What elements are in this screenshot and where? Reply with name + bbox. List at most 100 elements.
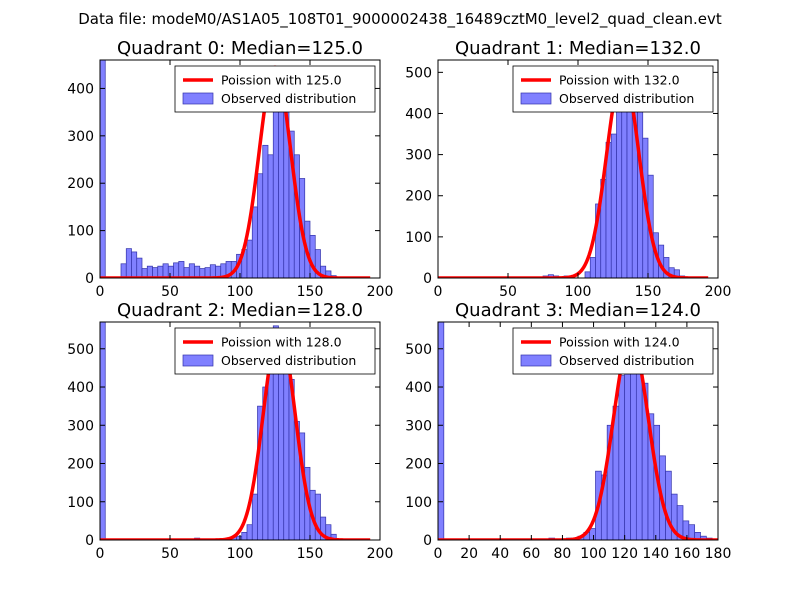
x-tick-label: 0 [434,546,443,562]
legend-fit-label: Poission with 124.0 [559,335,680,350]
histogram-bar [283,348,290,540]
histogram-bar [157,265,164,278]
legend: Poission with 132.0 Observed distribution [512,65,714,113]
legend-bar-swatch [520,92,552,105]
y-tick-label: 100 [67,224,94,240]
histogram-bar [146,265,153,278]
legend: Poission with 124.0 Observed distribution [512,327,714,375]
y-tick-label: 0 [423,533,432,549]
x-tick-label: 200 [705,284,732,300]
y-tick-label: 0 [423,271,432,287]
histogram-bar [209,264,216,278]
y-tick-label: 100 [67,495,94,511]
y-tick-label: 200 [67,457,94,473]
y-tick-label: 200 [67,176,94,192]
y-tick-label: 400 [405,106,432,122]
histogram-bar [325,524,332,540]
legend: Poission with 128.0 Observed distribution [174,327,376,375]
x-tick-label: 0 [434,284,443,300]
panel-title: Quadrant 2: Median=128.0 [117,300,363,321]
histogram-bar [100,322,106,540]
panel-quadrant-1: Quadrant 1: Median=132.0 0 50 100 150 200 0 100… [405,38,731,300]
bars [100,322,371,540]
histogram-bar [616,92,623,278]
legend-bar-label: Observed distribution [221,91,356,106]
histogram-bar [236,535,243,540]
histogram-bar [167,265,174,278]
x-tick-label: 50 [161,284,179,300]
legend-bar-label: Observed distribution [221,353,356,368]
y-tick-label: 500 [67,342,94,358]
x-tick-label: 100 [227,546,254,562]
panel-title: Quadrant 3: Median=124.0 [455,300,701,321]
bars [438,322,718,540]
legend-bar-swatch [182,354,214,367]
poisson-fit-line [100,65,371,278]
x-tick-label: 40 [491,546,509,562]
y-tick-label: 200 [405,457,432,473]
y-tick-label: 500 [405,65,432,81]
y-tick-label: 300 [405,418,432,434]
legend-fit-label: Poission with 132.0 [559,73,680,88]
histogram-bar [438,322,445,540]
x-tick-label: 50 [499,284,517,300]
histogram-bar [162,263,169,278]
x-tick-label: 150 [635,284,662,300]
histogram-bar [136,257,143,278]
histogram-bar [673,269,680,278]
histogram-bar [251,493,258,540]
y-tick-label: 300 [405,148,432,164]
y-tick-label: 100 [405,230,432,246]
histogram-bar [246,239,253,278]
x-tick-label: 0 [96,546,105,562]
legend-fit-label: Poission with 125.0 [221,73,342,88]
y-tick-label: 100 [405,495,432,511]
x-tick-label: 100 [227,284,254,300]
histogram-bar [584,271,591,278]
x-tick-label: 120 [611,546,638,562]
histogram-bar [246,524,253,540]
legend-bar-swatch [182,92,214,105]
y-tick-label: 300 [67,418,94,434]
y-tick-label: 400 [405,380,432,396]
panel-quadrant-0: Quadrant 0: Median=125.0 0 50 100 150 200 0 100… [67,38,393,300]
x-tick-label: 180 [705,546,732,562]
x-tick-label: 150 [297,284,324,300]
panel-quadrant-3: Quadrant 3: Median=124.00 20 40 60 80 100 120 1… [405,300,731,562]
histogram-bar [262,144,269,278]
histogram-bar [251,206,258,278]
histogram-bar [125,248,132,278]
histogram-bar [241,532,248,540]
histogram-bar [589,257,596,278]
histogram-bar [278,88,285,278]
histogram-bar [637,109,644,278]
histogram-bar [257,173,264,278]
x-tick-label: 200 [367,546,394,562]
y-tick-label: 400 [67,380,94,396]
poisson-fit-line [438,70,709,278]
panel-title: Quadrant 0: Median=125.0 [117,38,363,59]
histogram-bar [194,265,201,278]
histogram-bar [100,60,106,278]
x-tick-label: 200 [367,284,394,300]
x-tick-label: 80 [554,546,572,562]
histogram-bar [188,263,195,278]
legend-fit-label: Poission with 128.0 [221,335,342,350]
histogram-bar [330,533,337,540]
x-tick-label: 150 [297,546,324,562]
histogram-bar [610,133,617,278]
legend-bar-label: Observed distribution [559,353,694,368]
legend: Poission with 125.0 Observed distribution [174,65,376,113]
poisson-fit-line [100,328,371,540]
suptitle: Data file: modeM0/AS1A05_108T01_90000024… [78,10,722,29]
histogram-bar [173,262,180,278]
y-tick-label: 300 [67,129,94,145]
histogram-bar [131,251,138,278]
x-tick-label: 140 [642,546,669,562]
histogram-bar [278,352,285,540]
x-tick-label: 50 [161,546,179,562]
histogram-bar [267,359,274,540]
x-tick-label: 60 [522,546,540,562]
legend-bar-swatch [520,354,552,367]
